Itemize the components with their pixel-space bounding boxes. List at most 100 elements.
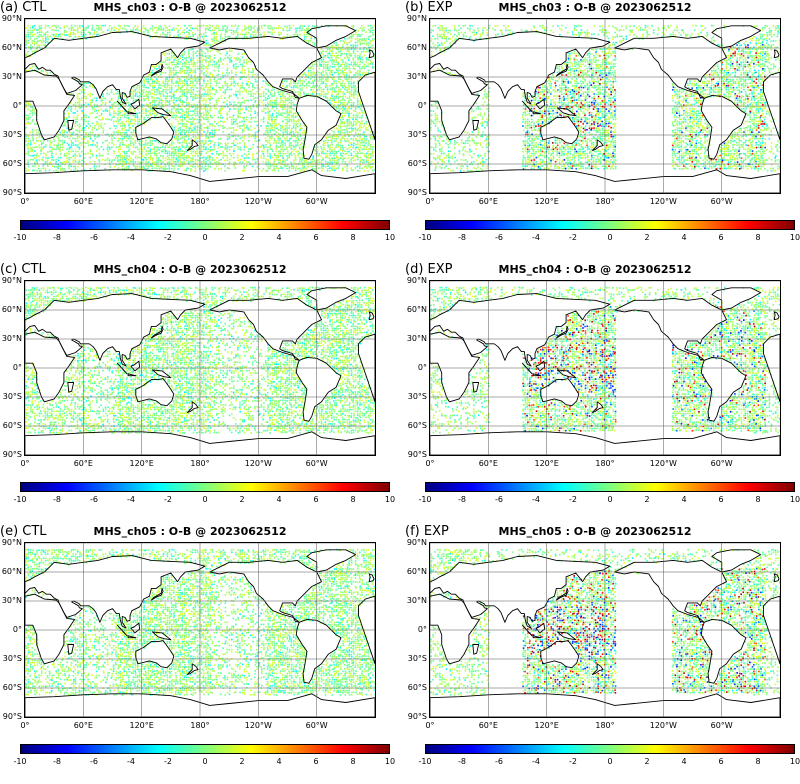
colorbar-tick-label: 2 (637, 757, 657, 766)
colorbar-tick-label: -6 (489, 495, 509, 504)
lat-label: 30°N (0, 335, 22, 343)
lat-label: 60°N (0, 306, 22, 314)
panel-title: MHS_ch04 : O-B @ 2023062512 (0, 263, 380, 276)
lat-label: 60°S (0, 422, 22, 430)
colorbar-tick-label: 2 (637, 495, 657, 504)
colorbar-tick-label: 8 (748, 233, 768, 242)
lat-label: 90°S (0, 713, 22, 721)
panel-label: (f) EXP (405, 524, 449, 539)
colorbar-tick-label: -4 (526, 495, 546, 504)
lon-label: 60°W (707, 721, 737, 730)
colorbar-tick-label: -6 (84, 495, 104, 504)
colorbar-tick-label: 0 (195, 495, 215, 504)
lon-label: 120°E (532, 721, 562, 730)
map-plot (25, 281, 375, 455)
map-plot (430, 281, 780, 455)
colorbar-tick-label: 8 (343, 495, 363, 504)
map-panel: (e) CTL MHS_ch05 : O-B @ 2023062512 90°N 60… (0, 524, 395, 774)
map-plot (430, 19, 780, 193)
colorbar-tick-label: -10 (415, 757, 435, 766)
lon-label: 0° (415, 197, 445, 206)
colorbar-tick-label: 4 (674, 495, 694, 504)
lon-label: 0° (10, 721, 40, 730)
lon-label: 120°E (532, 459, 562, 468)
lat-label: 60°N (0, 44, 22, 52)
lat-label: 0° (0, 626, 22, 634)
map-panel: (b) EXP MHS_ch03 : O-B @ 2023062512 90°N 60… (405, 0, 800, 250)
colorbar-tick-label: -4 (121, 233, 141, 242)
colorbar-tick-label: 8 (343, 233, 363, 242)
colorbar-tick-label: -2 (158, 495, 178, 504)
lon-label: 180° (590, 721, 620, 730)
lat-label: 90°S (0, 451, 22, 459)
lon-label: 0° (10, 197, 40, 206)
panel-title: MHS_ch05 : O-B @ 2023062512 (0, 525, 380, 538)
lat-label: 30°N (405, 335, 427, 343)
map-plot (25, 543, 375, 717)
map-panel: (a) CTL MHS_ch03 : O-B @ 2023062512 90°N 60… (0, 0, 395, 250)
map-plot (25, 19, 375, 193)
lat-label: 90°N (405, 15, 427, 23)
colorbar-tick-label: 10 (785, 233, 800, 242)
colorbar-tick-label: -4 (526, 233, 546, 242)
lon-label: 60°E (68, 459, 98, 468)
lon-label: 180° (185, 197, 215, 206)
panel-title: MHS_ch03 : O-B @ 2023062512 (405, 1, 785, 14)
map-panel: (f) EXP MHS_ch05 : O-B @ 2023062512 90°N 60… (405, 524, 800, 774)
lat-label: 90°S (405, 451, 427, 459)
colorbar-tick-label: 0 (600, 757, 620, 766)
colorbar-tick-label: -8 (47, 757, 67, 766)
panel-title: MHS_ch03 : O-B @ 2023062512 (0, 1, 380, 14)
lat-label: 0° (0, 364, 22, 372)
lon-label: 180° (185, 721, 215, 730)
colorbar-tick-label: -6 (489, 757, 509, 766)
lat-label: 90°S (405, 713, 427, 721)
lat-label: 30°S (0, 131, 22, 139)
panel-title: MHS_ch05 : O-B @ 2023062512 (405, 525, 785, 538)
lat-label: 60°S (405, 422, 427, 430)
lat-label: 30°N (0, 597, 22, 605)
lat-label: 90°N (0, 277, 22, 285)
colorbar-tick-label: -6 (489, 233, 509, 242)
colorbar-tick-label: 2 (232, 495, 252, 504)
coastlines (25, 549, 375, 717)
colorbar-tick-label: 4 (269, 495, 289, 504)
colorbar-tick-label: 4 (269, 233, 289, 242)
colorbar-tick-label: 2 (232, 757, 252, 766)
lat-label: 60°N (0, 568, 22, 576)
coastlines (430, 287, 780, 455)
lat-label: 0° (0, 102, 22, 110)
panel-label: (d) EXP (405, 262, 453, 277)
coastlines (25, 25, 375, 193)
lat-label: 0° (405, 626, 427, 634)
colorbar (425, 220, 795, 230)
colorbar-tick-label: -8 (47, 233, 67, 242)
colorbar-tick-label: 4 (674, 233, 694, 242)
colorbar-tick-label: -10 (10, 757, 30, 766)
lat-label: 0° (405, 364, 427, 372)
colorbar-tick-label: 10 (380, 495, 400, 504)
lat-label: 30°S (405, 393, 427, 401)
colorbar-tick-label: 8 (748, 495, 768, 504)
lat-label: 60°N (405, 568, 427, 576)
gridlines (430, 19, 780, 193)
lon-label: 60°E (473, 197, 503, 206)
lat-label: 90°N (0, 539, 22, 547)
lat-label: 60°N (405, 44, 427, 52)
colorbar-tick-label: -6 (84, 757, 104, 766)
colorbar-tick-label: 10 (785, 757, 800, 766)
lon-label: 60°W (302, 721, 332, 730)
panel-label: (b) EXP (405, 0, 453, 15)
lon-label: 0° (415, 459, 445, 468)
map-frame (429, 18, 781, 194)
colorbar-tick-label: -2 (158, 233, 178, 242)
colorbar-tick-label: 6 (711, 757, 731, 766)
colorbar-tick-label: -4 (526, 757, 546, 766)
lon-label: 60°E (473, 459, 503, 468)
lat-label: 30°S (405, 131, 427, 139)
lon-label: 60°E (68, 197, 98, 206)
coastlines (430, 549, 780, 717)
coastlines (25, 287, 375, 455)
colorbar-tick-label: -2 (158, 757, 178, 766)
lon-label: 120°E (127, 459, 157, 468)
